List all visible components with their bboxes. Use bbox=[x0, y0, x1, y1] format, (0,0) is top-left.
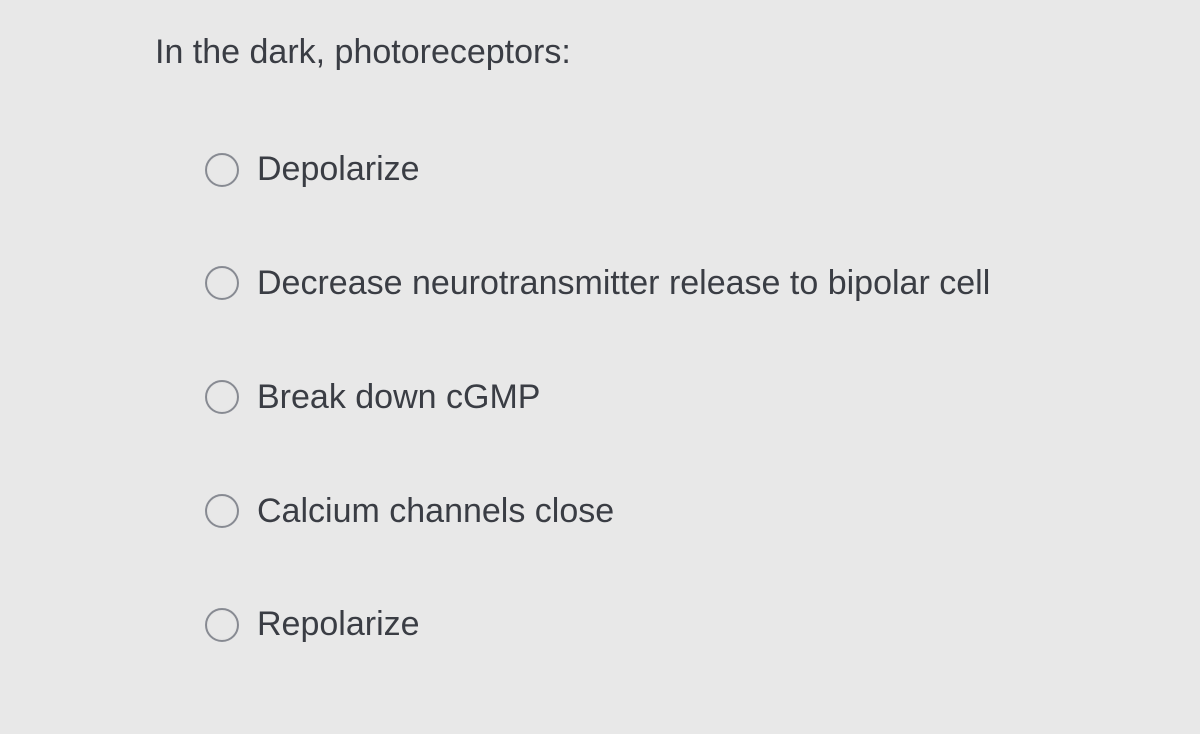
radio-icon[interactable] bbox=[205, 266, 239, 300]
radio-icon[interactable] bbox=[205, 153, 239, 187]
radio-icon[interactable] bbox=[205, 380, 239, 414]
radio-icon[interactable] bbox=[205, 494, 239, 528]
option-item[interactable]: Decrease neurotransmitter release to bip… bbox=[205, 263, 1070, 304]
option-item[interactable]: Calcium channels close bbox=[205, 491, 1070, 532]
option-label[interactable]: Depolarize bbox=[257, 149, 420, 190]
option-item[interactable]: Depolarize bbox=[205, 149, 1070, 190]
option-item[interactable]: Break down cGMP bbox=[205, 377, 1070, 418]
option-label[interactable]: Calcium channels close bbox=[257, 491, 614, 532]
option-label[interactable]: Break down cGMP bbox=[257, 377, 540, 418]
question-prompt: In the dark, photoreceptors: bbox=[155, 30, 1070, 74]
option-label[interactable]: Decrease neurotransmitter release to bip… bbox=[257, 263, 990, 304]
option-label[interactable]: Repolarize bbox=[257, 604, 420, 645]
options-list: Depolarize Decrease neurotransmitter rel… bbox=[155, 149, 1070, 645]
option-item[interactable]: Repolarize bbox=[205, 604, 1070, 645]
radio-icon[interactable] bbox=[205, 608, 239, 642]
question-container: In the dark, photoreceptors: Depolarize … bbox=[0, 0, 1200, 734]
